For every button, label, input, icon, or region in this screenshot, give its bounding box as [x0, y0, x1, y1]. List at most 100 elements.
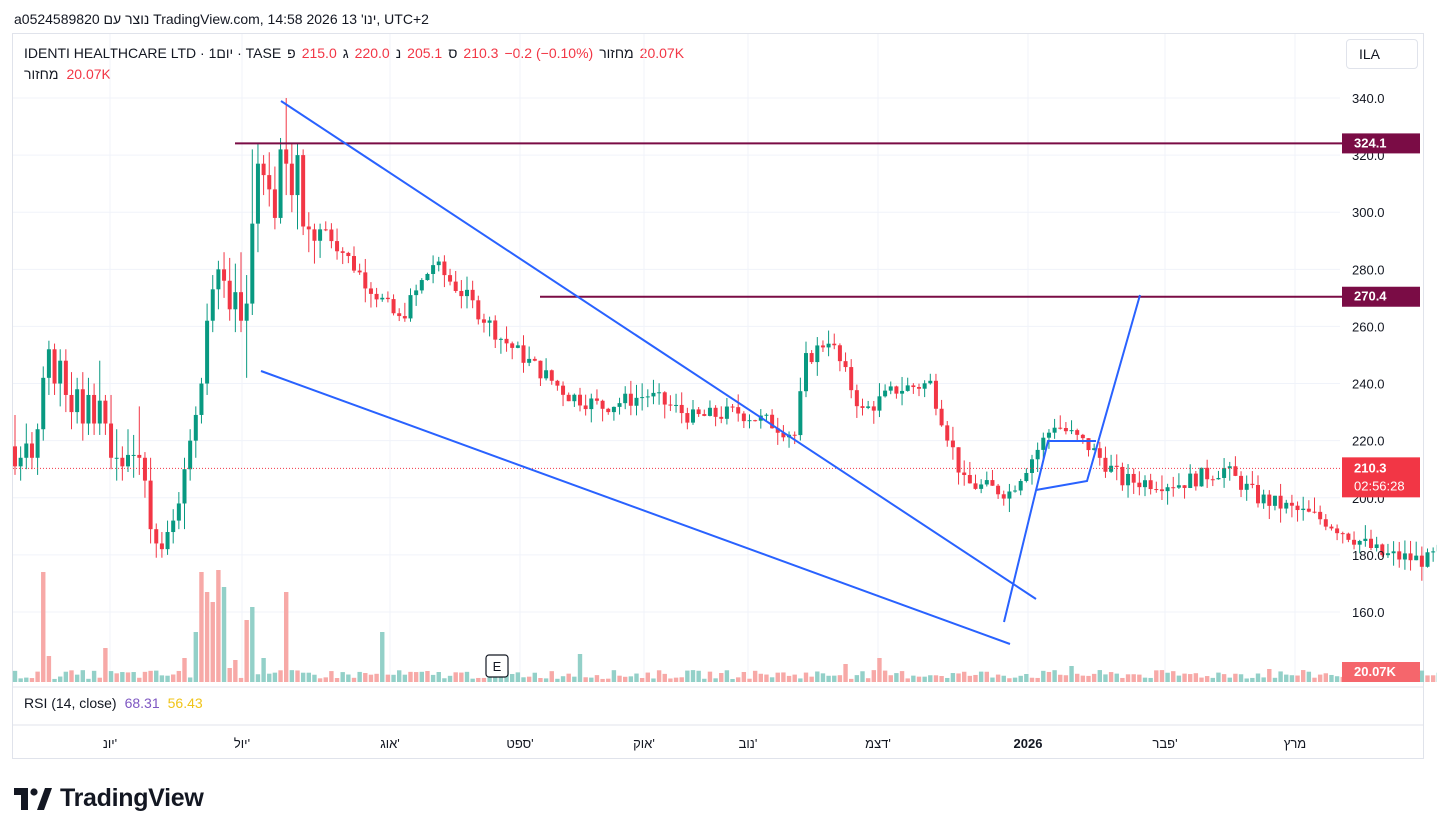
volume-bar — [238, 677, 244, 682]
volume-bar — [1301, 670, 1306, 682]
volume-bar — [549, 671, 554, 682]
candle — [301, 149, 306, 236]
candle — [414, 284, 419, 306]
candle — [239, 252, 243, 333]
last-price-tag-bg — [1342, 457, 1420, 498]
volume-bar — [815, 671, 820, 682]
candle — [199, 377, 204, 424]
candle-body — [24, 443, 29, 458]
candle — [109, 394, 114, 470]
candle — [820, 340, 825, 352]
volume-bar — [752, 670, 758, 682]
candle-body — [239, 292, 243, 321]
volume-legend[interactable]: מחזור 20.07K — [24, 66, 111, 82]
volume-bar — [470, 678, 475, 682]
volume-bar — [860, 671, 865, 682]
volume-bar — [103, 648, 108, 682]
candle-body — [753, 420, 758, 422]
volume-bar — [1108, 672, 1114, 682]
candle-body — [1425, 552, 1430, 567]
candle-body — [289, 163, 294, 196]
candle-body — [544, 370, 549, 379]
candle-body — [255, 163, 260, 224]
candle — [1046, 429, 1051, 449]
candle — [272, 166, 277, 230]
volume-bar — [380, 632, 385, 682]
candle — [1126, 464, 1131, 498]
volume-bar — [1221, 674, 1227, 682]
rsi-legend[interactable]: RSI (14, close) 68.31 56.43 — [24, 695, 203, 711]
candle — [1058, 415, 1063, 430]
candle — [984, 471, 989, 487]
candle — [719, 406, 724, 424]
candle — [724, 397, 729, 425]
volume-legend-value: 20.07K — [66, 66, 111, 82]
candle-body — [538, 360, 543, 379]
candle-body — [1216, 477, 1221, 480]
candle-body — [764, 414, 769, 416]
volume-bar — [1306, 671, 1312, 682]
level-tag-mid-bg — [1342, 286, 1420, 307]
volume-bar — [199, 572, 204, 682]
volume-bar — [894, 673, 899, 682]
currency-button[interactable]: ILA — [1346, 39, 1418, 69]
candle-body — [306, 226, 311, 230]
symbol-name[interactable]: IDENTI HEALTHCARE LTD · 1יום · TASE — [24, 45, 282, 61]
volume-bar — [1091, 673, 1097, 682]
volume-bar — [12, 670, 18, 682]
candle — [1431, 547, 1436, 562]
candle — [86, 377, 91, 435]
volume-bar — [826, 675, 831, 682]
candle-body — [46, 349, 51, 378]
candle — [600, 399, 605, 422]
candle-body — [640, 397, 645, 399]
volume-tag-text: 20.07K — [1354, 664, 1397, 679]
candle-body — [679, 404, 684, 414]
time-tick-label: 2026 — [1014, 736, 1043, 751]
candle — [419, 278, 424, 294]
candle — [46, 340, 51, 395]
open-label: פ — [287, 45, 296, 61]
candle — [950, 426, 955, 460]
volume-bar — [656, 670, 662, 682]
tradingview-logo[interactable]: TradingView — [14, 784, 204, 813]
candle-body — [561, 385, 566, 395]
symbol-legend[interactable]: IDENTI HEALTHCARE LTD · 1יום · TASE פ 215… — [24, 45, 684, 61]
volume-bar — [1069, 666, 1074, 682]
candle — [645, 389, 650, 408]
candle-body — [1239, 475, 1244, 490]
candle-body — [1244, 483, 1249, 490]
candle-body — [1278, 495, 1283, 509]
candle-body — [866, 406, 871, 408]
candle-body — [1030, 459, 1034, 473]
candle — [798, 377, 803, 441]
candle — [928, 373, 933, 385]
candle-body — [1103, 457, 1108, 472]
candle-body — [380, 297, 385, 300]
candle — [1250, 471, 1255, 489]
candle — [1075, 428, 1080, 442]
volume-bar — [154, 670, 159, 682]
candle-body — [29, 443, 34, 458]
volume-bar — [1120, 677, 1125, 682]
volume-bar — [956, 673, 961, 682]
candles-continued — [323, 221, 1437, 581]
volume-bar — [645, 672, 650, 682]
volume-bar — [114, 673, 119, 682]
candle-body — [928, 380, 933, 384]
candle — [826, 330, 831, 357]
volume-bar — [204, 592, 210, 682]
candle-body — [1052, 427, 1057, 433]
candle-body — [1126, 473, 1131, 486]
volume-bar — [882, 670, 888, 682]
candle-body — [1148, 480, 1153, 490]
candle-body — [532, 358, 537, 361]
volume-bar — [329, 671, 334, 682]
candle — [284, 98, 289, 196]
candle-body — [1250, 483, 1255, 485]
candle — [1210, 475, 1215, 487]
candle-body — [109, 423, 114, 458]
candle-body — [340, 251, 345, 253]
volume-bar — [317, 678, 323, 682]
